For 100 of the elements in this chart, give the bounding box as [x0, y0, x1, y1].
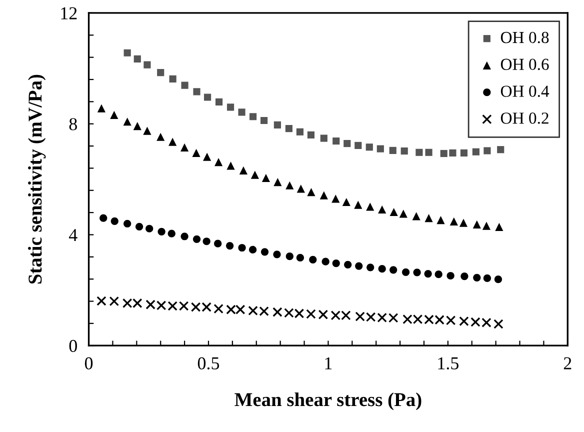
point: [472, 148, 480, 156]
x-tick-label: 2: [564, 357, 572, 370]
point: [412, 212, 420, 220]
point: [226, 162, 235, 170]
point: [424, 214, 433, 222]
point: [192, 148, 200, 157]
point: [436, 216, 445, 224]
point: [215, 98, 223, 106]
point: [440, 150, 448, 158]
point: [483, 274, 491, 282]
point: [181, 82, 188, 89]
point: [260, 116, 268, 124]
point: [202, 238, 210, 246]
point: [110, 217, 118, 225]
point: [238, 244, 246, 252]
point: [124, 49, 131, 56]
point: [376, 145, 384, 152]
point: [332, 137, 340, 145]
legend-label: OH 0.2: [500, 112, 548, 124]
point: [286, 181, 294, 190]
point: [494, 319, 504, 329]
legend-label: OH 0.4: [500, 86, 550, 97]
point: [248, 246, 257, 254]
point: [214, 158, 223, 166]
point: [204, 94, 212, 101]
point: [274, 178, 282, 186]
point: [97, 104, 106, 112]
point: [123, 118, 132, 126]
point: [449, 149, 456, 156]
y-tick-label: 12: [61, 7, 77, 20]
point: [110, 110, 118, 120]
point: [484, 147, 491, 154]
point: [344, 260, 352, 268]
point: [296, 184, 305, 193]
point: [100, 214, 108, 222]
point: [497, 146, 504, 154]
point: [180, 143, 189, 152]
point: [286, 252, 294, 260]
point: [180, 232, 188, 240]
point: [157, 69, 164, 76]
legend-label: OH 0.8: [500, 32, 549, 44]
point: [332, 259, 340, 268]
point: [168, 138, 177, 146]
point: [260, 248, 269, 256]
point: [389, 146, 396, 154]
point: [390, 208, 398, 216]
point: [318, 310, 328, 320]
point: [226, 104, 234, 111]
point: [239, 166, 248, 174]
point: [378, 205, 386, 214]
point: [425, 148, 432, 156]
point: [378, 265, 386, 273]
point: [413, 268, 421, 276]
point: [355, 262, 363, 270]
point: [416, 148, 423, 156]
point: [143, 126, 152, 135]
point: [158, 228, 166, 236]
point: [273, 250, 281, 258]
point: [332, 194, 340, 203]
point: [307, 188, 316, 196]
y-tick-label: 4: [68, 229, 78, 241]
y-tick-label: 0: [69, 340, 77, 352]
point: [459, 218, 468, 227]
point: [320, 134, 328, 142]
point: [262, 174, 270, 182]
point: [342, 198, 350, 206]
point: [203, 152, 212, 161]
point: [309, 256, 317, 264]
point: [124, 220, 132, 228]
x-axis-title: Mean shear stress (Pa): [234, 392, 422, 410]
point: [109, 296, 120, 306]
y-axis-title: Static sensitivity (mV/Pa): [28, 74, 46, 284]
point: [320, 191, 328, 200]
point: [144, 61, 151, 68]
point: [274, 121, 281, 128]
point: [400, 147, 408, 155]
point: [307, 131, 315, 138]
point: [238, 108, 246, 116]
point: [366, 144, 373, 151]
point: [168, 230, 176, 238]
point: [402, 268, 410, 276]
point: [249, 113, 257, 120]
point: [482, 222, 491, 230]
point: [460, 149, 468, 156]
point: [306, 309, 316, 319]
point: [494, 276, 502, 284]
point: [446, 272, 454, 280]
x-tick-label: 0.5: [198, 357, 220, 370]
point: [169, 75, 176, 82]
point: [192, 235, 201, 243]
point: [146, 224, 154, 232]
point: [354, 142, 362, 149]
point: [354, 200, 362, 209]
point: [134, 55, 141, 63]
point: [399, 210, 408, 218]
point: [250, 170, 259, 179]
x-tick-label: 1.5: [438, 357, 459, 370]
x-tick-label: 0: [84, 357, 93, 370]
point: [96, 296, 106, 306]
point: [495, 222, 504, 232]
